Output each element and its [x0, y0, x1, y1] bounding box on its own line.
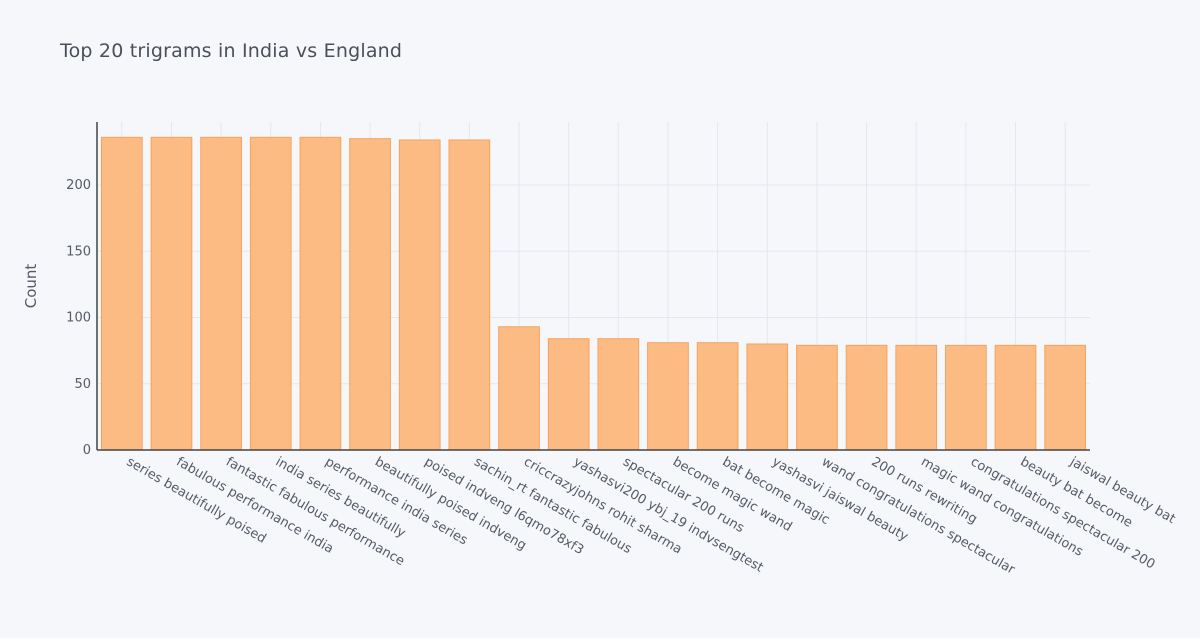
bar — [746, 343, 789, 451]
y-tick-label: 50 — [74, 377, 91, 392]
bar — [696, 342, 739, 451]
bar — [597, 338, 640, 451]
bar — [994, 344, 1037, 451]
bar — [299, 136, 342, 451]
bar — [647, 342, 689, 451]
bar — [1044, 344, 1087, 451]
bar — [398, 139, 441, 451]
bar — [100, 136, 143, 451]
bar — [498, 326, 540, 451]
y-axis-title: Count — [22, 264, 40, 309]
bar — [895, 344, 938, 451]
y-tick-label: 100 — [66, 311, 91, 326]
bar — [200, 136, 242, 451]
bar — [845, 344, 888, 451]
bar — [349, 138, 391, 451]
bar — [796, 344, 838, 451]
bar — [150, 136, 193, 451]
y-tick-label: 200 — [66, 178, 91, 193]
bar — [249, 136, 292, 451]
bar — [547, 338, 590, 451]
bar — [448, 139, 491, 451]
y-tick-label: 0 — [83, 443, 91, 458]
chart-title: Top 20 trigrams in India vs England — [60, 40, 403, 62]
bar — [945, 344, 987, 451]
y-tick-label: 150 — [66, 244, 91, 259]
